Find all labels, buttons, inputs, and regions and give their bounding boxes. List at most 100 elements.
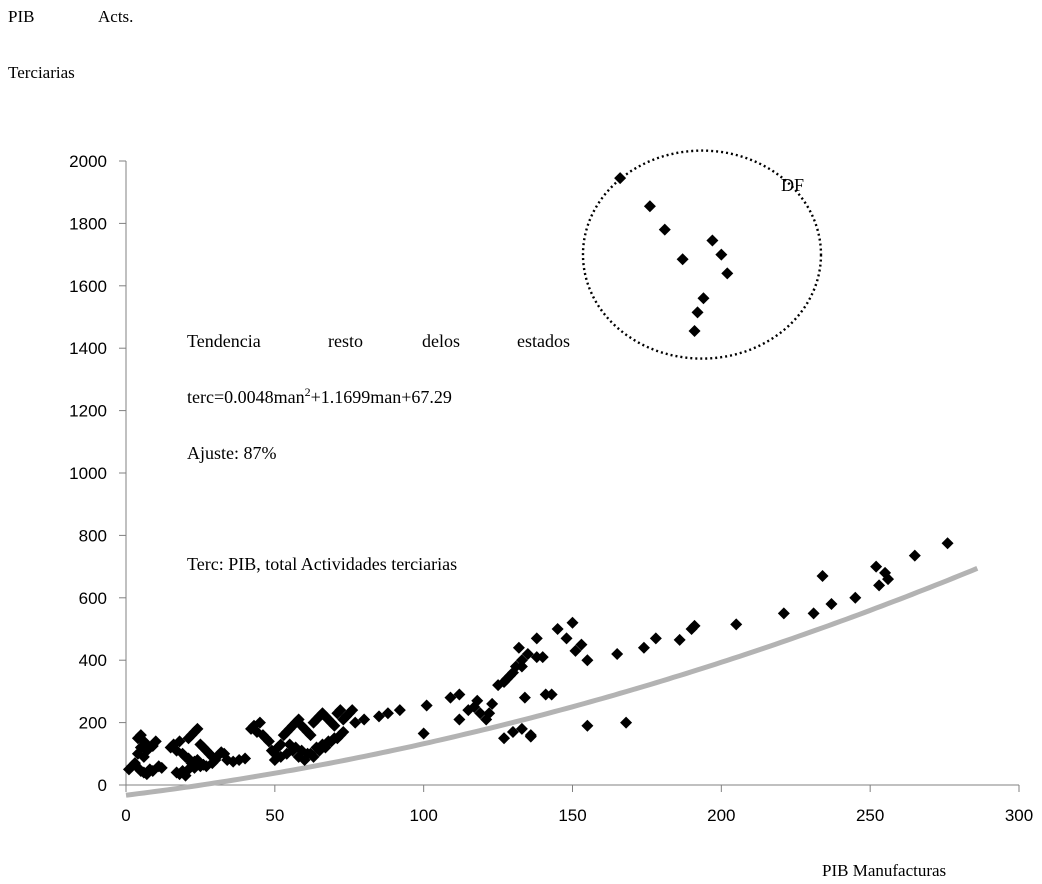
state-point <box>191 722 204 735</box>
state-point <box>530 632 543 645</box>
state-point <box>173 735 186 748</box>
df-point <box>697 292 710 305</box>
trend-word-4: estados <box>517 331 570 351</box>
state-point <box>575 638 588 651</box>
trend-word-3: delos <box>422 331 460 351</box>
y-tick-label: 1800 <box>69 214 107 233</box>
equation-superscript: 2 <box>305 385 311 399</box>
trend-equation: terc=0.0048man2+1.1699man+67.29 <box>187 385 452 407</box>
state-point <box>536 651 549 664</box>
fit-label: Ajuste: 87% <box>187 443 277 463</box>
df-point <box>688 325 701 338</box>
y-tick-labels: 0 200 400 600 800 1000 1200 1400 1600 1800 2000 <box>69 152 107 795</box>
y-tick-label: 1000 <box>69 464 107 483</box>
state-point <box>581 654 594 667</box>
trend-word-2: resto <box>328 331 363 351</box>
state-point <box>420 699 433 712</box>
trend-word-1: Tendencia <box>187 331 261 351</box>
state-point <box>515 654 528 667</box>
df-point <box>691 306 704 319</box>
state-point <box>358 713 371 726</box>
df-point <box>721 267 734 280</box>
state-point <box>545 688 558 701</box>
state-point <box>393 704 406 717</box>
state-point <box>331 732 344 745</box>
state-point <box>807 607 820 620</box>
x-axis-label: PIB Manufacturas <box>822 861 946 880</box>
df-point <box>658 223 671 236</box>
state-point <box>137 750 150 763</box>
x-tick-label: 0 <box>121 806 130 825</box>
state-point <box>524 730 537 743</box>
state-point <box>873 579 886 592</box>
x-tick-label: 150 <box>558 806 586 825</box>
state-point <box>239 752 252 765</box>
ylabel-line1-left: PIB <box>8 7 34 26</box>
state-point <box>206 757 219 770</box>
state-point <box>515 660 528 673</box>
state-point <box>882 573 895 586</box>
x-tick-label: 100 <box>409 806 437 825</box>
state-point <box>870 560 883 573</box>
state-point <box>941 537 954 550</box>
y-tick-label: 200 <box>79 714 107 733</box>
y-tick-label: 600 <box>79 589 107 608</box>
data-points <box>122 172 954 782</box>
axes <box>119 160 1020 792</box>
state-point <box>262 735 275 748</box>
state-point <box>688 619 701 632</box>
state-point <box>155 761 168 774</box>
state-point <box>569 644 582 657</box>
state-point <box>486 697 499 710</box>
state-point <box>512 641 525 654</box>
state-point <box>146 764 159 777</box>
x-tick-label: 200 <box>707 806 735 825</box>
state-point <box>515 722 528 735</box>
x-tick-label: 250 <box>856 806 884 825</box>
x-tick-labels: 0 50 100 150 200 250 300 <box>121 806 1033 825</box>
state-point <box>518 691 531 704</box>
df-highlight-circle <box>581 149 823 360</box>
state-point <box>417 727 430 740</box>
state-point <box>483 707 496 720</box>
state-point <box>581 719 594 732</box>
state-point <box>551 623 564 635</box>
state-point <box>730 618 743 631</box>
state-point <box>173 768 186 781</box>
x-tick-label: 50 <box>265 806 284 825</box>
state-point <box>825 598 838 611</box>
state-point <box>777 607 790 620</box>
state-point <box>620 716 633 729</box>
state-point <box>849 591 862 604</box>
y-tick-label: 1200 <box>69 402 107 421</box>
y-tick-label: 0 <box>98 776 107 795</box>
state-point <box>474 707 487 720</box>
y-tick-label: 1600 <box>69 277 107 296</box>
y-tick-label: 2000 <box>69 152 107 171</box>
state-point <box>149 735 162 748</box>
state-point <box>328 719 341 732</box>
state-point <box>560 632 573 645</box>
df-label: DF <box>781 175 804 195</box>
terc-definition: Terc: PIB, total Actividades terciarias <box>187 554 457 574</box>
state-point <box>498 732 511 745</box>
state-point <box>521 647 534 660</box>
ylabel-line1-right: Acts. <box>98 7 133 26</box>
state-point <box>188 755 201 768</box>
state-point <box>673 633 686 646</box>
state-point <box>319 741 332 754</box>
state-point <box>334 704 347 717</box>
state-point <box>381 707 394 720</box>
df-point <box>676 253 689 266</box>
state-point <box>908 549 921 562</box>
state-point <box>506 725 519 738</box>
state-point <box>128 757 141 770</box>
state-point <box>349 716 362 729</box>
ylabel-line2: Terciarias <box>8 63 75 82</box>
state-point <box>373 710 386 723</box>
state-point <box>253 716 266 729</box>
equation-prefix: terc=0.0048man <box>187 387 305 407</box>
df-point <box>706 234 719 247</box>
df-point <box>715 248 728 261</box>
state-point <box>337 725 350 738</box>
